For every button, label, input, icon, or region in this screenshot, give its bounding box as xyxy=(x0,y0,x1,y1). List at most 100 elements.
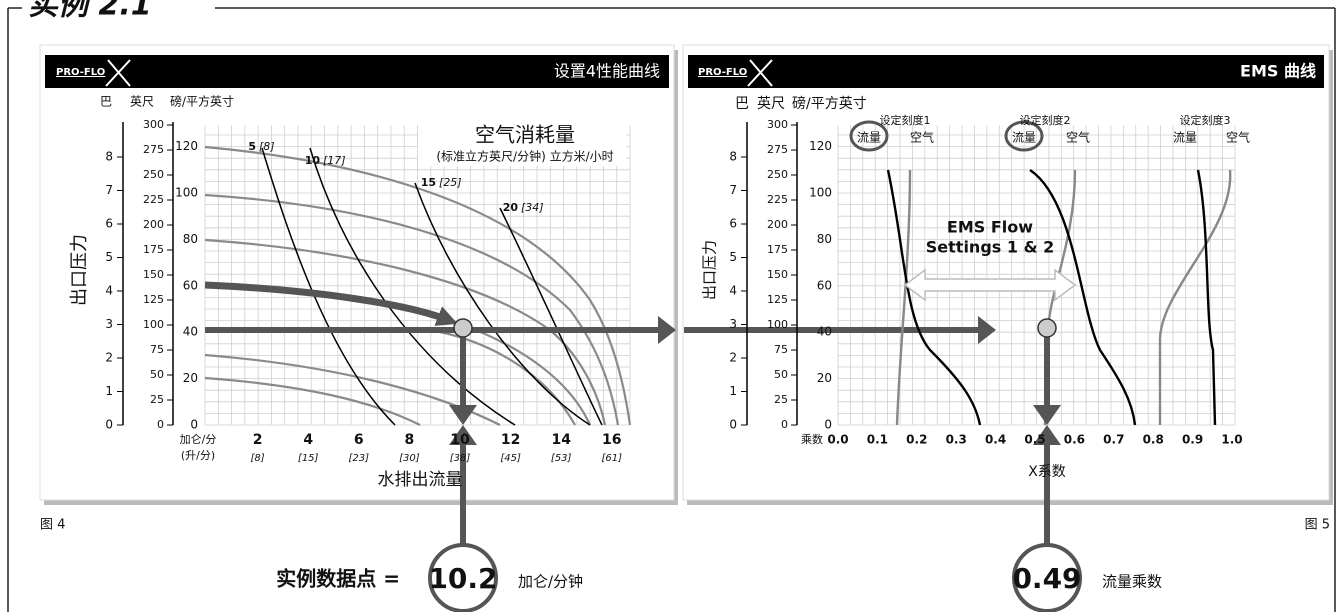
tick-label: 8 xyxy=(105,150,113,164)
panel xyxy=(682,44,1330,501)
tick-label: 20 xyxy=(183,371,198,385)
tick-label: 6 xyxy=(729,217,737,231)
tick-label: 75 xyxy=(150,343,164,356)
axis-title: 水排出流量 xyxy=(378,470,463,490)
setting-label: 空气 xyxy=(1226,130,1250,145)
highlight xyxy=(1004,120,1044,152)
tick-label: 0 xyxy=(729,418,737,432)
air-title-bg xyxy=(418,118,626,166)
tick-label: 40 xyxy=(183,325,198,339)
tick-label: [23] xyxy=(349,453,370,464)
tick-label: 0.3 xyxy=(946,433,967,447)
tick-label: 5 xyxy=(729,250,737,264)
arrow-head xyxy=(978,316,996,344)
curve-arrow xyxy=(204,281,458,326)
setting-label: 流量 xyxy=(857,131,881,145)
tick-label: [30] xyxy=(399,453,420,464)
tick-label: 5 xyxy=(105,250,113,264)
tick-label: 225 xyxy=(767,193,788,206)
tick-label: 120 xyxy=(175,139,198,153)
arrow-head xyxy=(1033,425,1061,445)
tick-label: 175 xyxy=(767,243,788,256)
axis-title: X系数 xyxy=(1028,464,1066,480)
panel-header xyxy=(45,55,669,88)
axis-unit: 乘数 xyxy=(801,433,823,446)
caption: 图 5 xyxy=(1305,518,1330,533)
tick-label: 0.5 xyxy=(1024,433,1045,447)
tick-label: 50 xyxy=(150,368,164,381)
tick-label: 60 xyxy=(183,278,198,292)
tick-label: 14 xyxy=(551,432,571,448)
tick-label: 75 xyxy=(774,343,788,356)
example-unit: 流量乘数 xyxy=(1102,573,1162,591)
unit: 巴 xyxy=(100,95,112,109)
tick-label: 0 xyxy=(157,418,164,431)
tick-label: 7 xyxy=(729,183,737,197)
example-value: 10.2 xyxy=(428,562,497,595)
tick-label: 7 xyxy=(105,183,113,197)
panel-title: 设置4性能曲线 xyxy=(554,62,660,81)
tick-label: 100 xyxy=(175,186,198,200)
tick-label: 0.2 xyxy=(906,433,927,447)
example-value: 0.49 xyxy=(1012,562,1081,595)
callout-circle xyxy=(1012,543,1082,612)
tick-label: 275 xyxy=(767,143,788,156)
unit: 巴 xyxy=(735,96,749,112)
tick-label: 100 xyxy=(809,186,832,200)
tick-label: 40 xyxy=(817,325,832,339)
tick-label: 0 xyxy=(105,418,113,432)
tick-label: 125 xyxy=(767,293,788,306)
tick-label: 0.7 xyxy=(1103,433,1124,447)
annotation: Settings 1 & 2 xyxy=(926,238,1054,257)
arrow-head xyxy=(449,405,477,425)
tick-label: 1 xyxy=(105,384,113,398)
tick-label: 2 xyxy=(729,351,737,365)
tick-label: [53] xyxy=(551,453,572,464)
setting-title: 设定刻度1 xyxy=(880,113,931,127)
tick-label: 8 xyxy=(729,150,737,164)
tick-label: 0 xyxy=(781,418,788,431)
tick-label: 100 xyxy=(143,318,164,331)
setting-label: 空气 xyxy=(910,130,934,145)
callout-circle xyxy=(428,543,498,612)
example-label: 实例数据点 = xyxy=(276,567,400,591)
tick-label: 4 xyxy=(303,432,313,448)
tick-label: 0.9 xyxy=(1182,433,1203,447)
axis-title: 出口压力 xyxy=(701,240,719,300)
tick-label: 3 xyxy=(729,317,737,331)
curve-label: [8] xyxy=(259,140,275,153)
curve-label: 5 xyxy=(248,140,256,153)
tick-label: 0 xyxy=(190,418,198,432)
tick-label: 12 xyxy=(501,432,520,448)
setting-label: 空气 xyxy=(1066,130,1090,145)
axis-unit: (升/分) xyxy=(181,449,215,462)
tick-label: 120 xyxy=(809,139,832,153)
curve-label: [17] xyxy=(323,154,346,167)
data-point xyxy=(1037,318,1057,338)
tick-label: 20 xyxy=(817,371,832,385)
tick-label: 250 xyxy=(767,168,788,181)
unit: 磅/平方英寸 xyxy=(170,94,234,109)
page-title: 实例 2.1 xyxy=(28,0,152,23)
logo: PRO-FLO xyxy=(56,67,105,78)
caption: 图 4 xyxy=(40,518,65,533)
tick-label: 275 xyxy=(143,143,164,156)
tick-label: 2 xyxy=(105,351,113,365)
annotation: EMS Flow xyxy=(947,218,1033,237)
tick-label: 60 xyxy=(817,278,832,292)
curve-label: 20 xyxy=(503,201,519,214)
tick-label: 16 xyxy=(602,432,621,448)
axis-unit: 加仑/分 xyxy=(180,432,217,446)
tick-label: 1 xyxy=(729,384,737,398)
unit: 英尺 xyxy=(130,95,154,109)
tick-label: 8 xyxy=(405,432,415,448)
tick-label: 150 xyxy=(143,268,164,281)
curve-label: [34] xyxy=(521,201,544,214)
tick-label: 80 xyxy=(183,232,198,246)
logo-x xyxy=(747,59,773,87)
arrow-head xyxy=(1033,405,1061,425)
tick-label: 300 xyxy=(143,118,164,131)
setting-label: 流量 xyxy=(1012,131,1036,145)
frame xyxy=(7,7,1336,612)
